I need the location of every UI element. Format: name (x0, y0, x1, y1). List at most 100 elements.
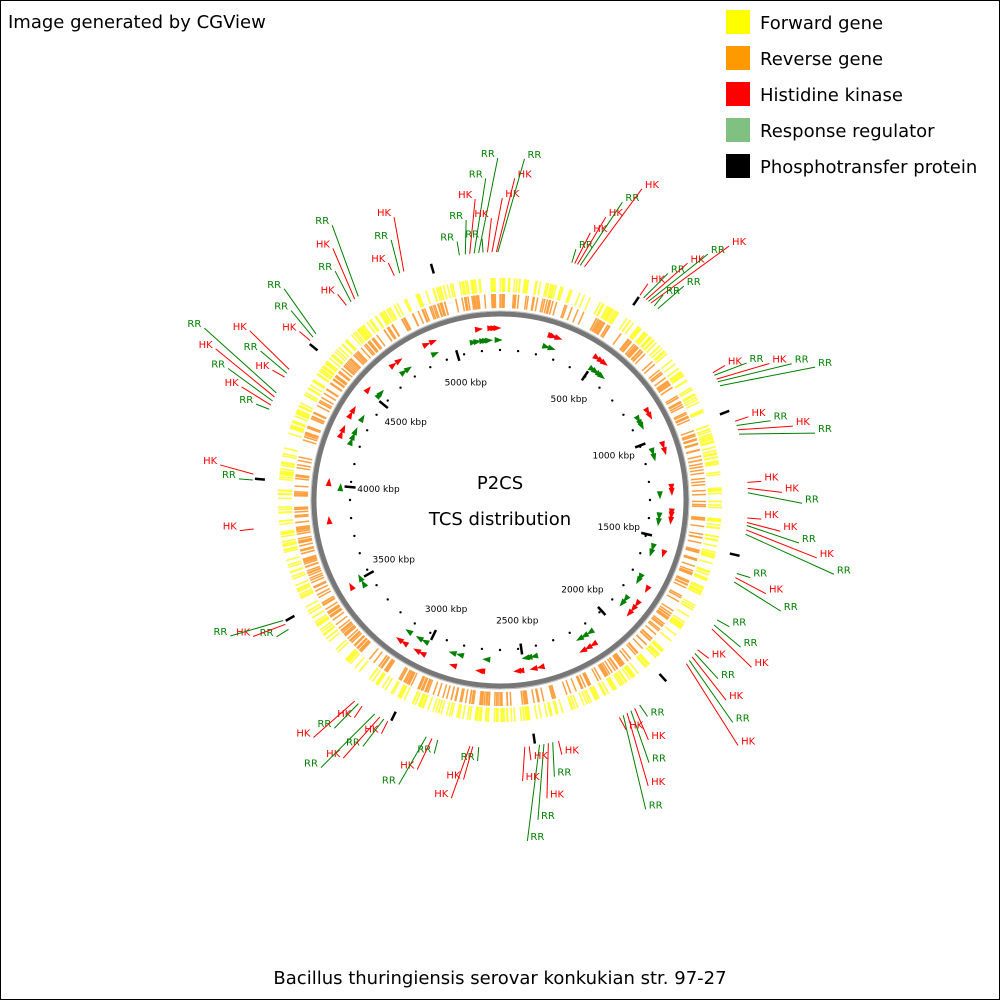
reverse-gene (425, 678, 432, 693)
reverse-gene (356, 637, 368, 649)
forward-gene (417, 693, 425, 707)
leader-line (747, 492, 803, 504)
reverse-gene (545, 299, 551, 314)
feature-marker (630, 603, 639, 612)
reverse-gene (296, 527, 311, 531)
reverse-gene (560, 304, 566, 319)
reverse-gene (549, 685, 555, 699)
reverse-gene (674, 413, 688, 421)
forward-gene (597, 682, 606, 697)
forward-gene (281, 461, 296, 466)
feature-marker (619, 598, 627, 607)
reverse-gene (661, 602, 674, 612)
leader-line (463, 746, 474, 780)
forward-gene (524, 706, 528, 721)
forward-gene (328, 632, 341, 643)
reverse-gene (668, 590, 682, 599)
tick-label: 2000 kbp (561, 585, 604, 595)
forward-gene (663, 363, 676, 373)
leader-line (746, 524, 800, 544)
reverse-gene (579, 674, 587, 688)
feature-marker (413, 648, 422, 656)
reverse-gene (312, 580, 327, 588)
feature-label: HK (651, 731, 666, 742)
reverse-gene (312, 412, 327, 420)
minor-tick (631, 429, 635, 432)
reverse-gene (380, 656, 390, 669)
forward-gene (282, 540, 297, 546)
reverse-gene (577, 311, 585, 325)
reverse-gene (321, 595, 335, 604)
feature-label: HK (526, 772, 541, 783)
forward-gene (621, 667, 631, 681)
leader-line (239, 528, 254, 532)
reverse-gene (600, 324, 609, 337)
feature-label: HK (223, 522, 238, 533)
reverse-gene (400, 318, 409, 332)
reverse-gene (341, 367, 353, 378)
leader-line (694, 653, 719, 680)
reverse-gene (306, 565, 321, 572)
reverse-gene (681, 433, 696, 440)
reverse-gene (641, 628, 653, 640)
forward-gene (629, 325, 639, 338)
minor-tick (386, 598, 389, 601)
forward-gene (296, 583, 311, 591)
tick-mark (634, 442, 646, 449)
leader-line (650, 245, 730, 304)
feature-label: HK (565, 746, 580, 757)
forward-gene (375, 672, 385, 685)
reverse-gene (467, 296, 471, 311)
forward-gene (526, 706, 530, 721)
reverse-gene (612, 332, 622, 346)
feature-label: HK (729, 691, 744, 702)
minor-tick (386, 399, 389, 402)
leader-line (528, 746, 532, 761)
reverse-gene (531, 689, 536, 704)
forward-gene (399, 685, 408, 699)
forward-gene (557, 286, 563, 301)
forward-gene (649, 643, 661, 655)
forward-gene (608, 310, 618, 324)
forward-gene (464, 280, 469, 295)
feature-marker (668, 483, 675, 492)
leader-line (334, 703, 359, 729)
reverse-gene (294, 507, 309, 510)
leader-line (622, 715, 647, 810)
feature-label: HK (446, 771, 461, 782)
forward-gene (375, 315, 385, 329)
reverse-gene (464, 689, 469, 704)
leader-line (387, 262, 395, 276)
reverse-gene (619, 649, 629, 662)
feature-marker (648, 447, 655, 456)
feature-label: RR (527, 150, 541, 161)
feature-label: RR (687, 277, 701, 288)
tick-label: 3500 kbp (373, 555, 416, 565)
reverse-gene (485, 691, 489, 706)
feature-marker (475, 668, 484, 675)
reverse-gene (311, 576, 325, 584)
forward-gene (704, 537, 719, 542)
leader-line (739, 432, 815, 435)
feature-marker (547, 344, 556, 351)
forward-gene (370, 319, 380, 332)
feature-label: RR (267, 280, 281, 291)
leader-line (691, 656, 727, 701)
forward-gene (288, 562, 303, 569)
reverse-gene (490, 294, 494, 309)
feature-marker (494, 337, 503, 344)
reverse-gene (346, 361, 359, 372)
reverse-gene (372, 337, 383, 350)
forward-gene (707, 489, 722, 492)
forward-gene (354, 657, 365, 669)
leader-line (537, 744, 545, 820)
forward-gene (358, 328, 369, 341)
forward-gene (674, 379, 688, 389)
forward-gene (606, 309, 616, 323)
minor-tick (598, 386, 601, 389)
reverse-gene (402, 317, 411, 331)
feature-marker (346, 411, 353, 420)
backbone (311, 311, 689, 689)
reverse-gene (313, 411, 327, 419)
forward-gene (282, 541, 297, 547)
